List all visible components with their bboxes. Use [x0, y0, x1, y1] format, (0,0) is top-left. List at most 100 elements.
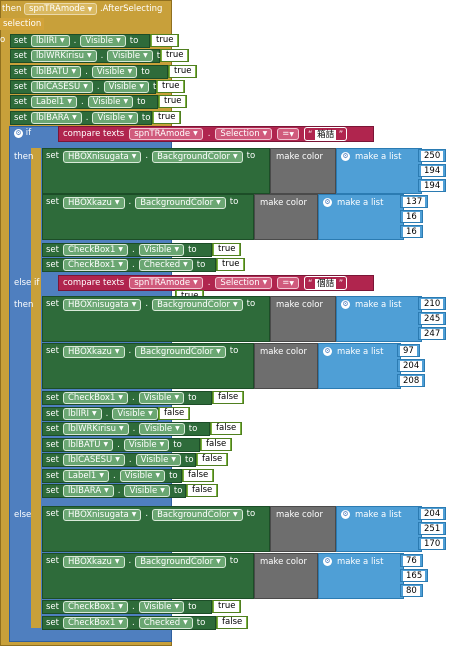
compare-1-component[interactable]: spnTRAmode ▼: [129, 128, 203, 140]
make-color-block[interactable]: make color: [270, 148, 336, 194]
set-lblBATU-visible[interactable]: set lblBATU ▼. Visible ▼ to: [10, 65, 168, 79]
make-a-list-block[interactable]: ⚙ make a list: [336, 148, 422, 194]
set-lblBARA-visible-b2[interactable]: set lblBARA ▼. Visible ▼ to: [42, 484, 186, 498]
property-dropdown[interactable]: Visible ▼: [124, 485, 170, 497]
component-dropdown[interactable]: Label1 ▼: [63, 469, 109, 482]
component-dropdown[interactable]: CheckBox1 ▼: [63, 601, 128, 613]
make-a-list-block[interactable]: ⚙ make a list: [318, 343, 401, 389]
set-checkbox1-visible-b1[interactable]: set CheckBox1 ▼. Visible ▼ to: [42, 243, 212, 257]
property-dropdown[interactable]: Visible ▼: [138, 392, 185, 404]
boolean-value[interactable]: false: [210, 422, 243, 435]
boolean-value[interactable]: false: [186, 484, 219, 497]
component-dropdown[interactable]: lblIRI ▼: [31, 35, 70, 47]
property-dropdown[interactable]: Visible ▼: [119, 469, 166, 482]
color-component-number[interactable]: 251: [418, 522, 447, 535]
property-dropdown[interactable]: Visible ▼: [91, 66, 138, 78]
color-component-number[interactable]: 80: [400, 584, 423, 597]
make-a-list-block[interactable]: ⚙ make a list: [336, 296, 422, 342]
color-component-number[interactable]: 250: [418, 149, 447, 162]
boolean-value[interactable]: true: [158, 95, 188, 108]
property-dropdown[interactable]: Checked ▼: [138, 617, 193, 629]
property-dropdown[interactable]: Visible ▼: [138, 244, 185, 256]
component-dropdown[interactable]: lblIRI ▼: [63, 407, 102, 420]
component-dropdown[interactable]: HBOXnisugata ▼: [63, 299, 142, 311]
color-component-number[interactable]: 204: [418, 507, 447, 520]
component-dropdown[interactable]: lblWRKirisu ▼: [31, 50, 97, 62]
set-checkbox1-visible-b3[interactable]: set CheckBox1 ▼. Visible ▼ to: [42, 600, 212, 614]
set-lblBATU-visible-b2[interactable]: set lblBATU ▼. Visible ▼ to: [42, 437, 200, 452]
color-component-number[interactable]: 137: [400, 195, 429, 208]
component-dropdown[interactable]: lblCASESU ▼: [63, 454, 125, 466]
boolean-value[interactable]: true: [168, 65, 198, 78]
property-dropdown[interactable]: Visible ▼: [123, 438, 170, 451]
color-component-number[interactable]: 16: [400, 225, 423, 238]
property-dropdown[interactable]: BackgroundColor ▼: [135, 197, 226, 209]
make-a-list-block[interactable]: ⚙ make a list: [318, 194, 404, 240]
component-dropdown[interactable]: CheckBox1 ▼: [63, 392, 128, 404]
property-dropdown[interactable]: Visible ▼: [112, 407, 158, 420]
compare-texts-2[interactable]: compare texts spnTRAmode ▼ . Selection ▼ =…: [58, 275, 374, 291]
property-dropdown[interactable]: BackgroundColor ▼: [135, 556, 226, 568]
boolean-value[interactable]: true: [150, 34, 180, 47]
component-dropdown[interactable]: HBOXkazu ▼: [63, 346, 125, 358]
property-dropdown[interactable]: BackgroundColor ▼: [152, 151, 243, 163]
property-dropdown[interactable]: Visible ▼: [80, 35, 126, 47]
make-color-block[interactable]: make color: [270, 506, 336, 552]
set-lblWRKirisu-visible-b2[interactable]: set lblWRKirisu ▼. Visible ▼ to: [42, 422, 210, 436]
boolean-value[interactable]: true: [216, 258, 246, 271]
boolean-value[interactable]: false: [158, 406, 191, 420]
property-dropdown[interactable]: Checked ▼: [138, 259, 193, 271]
make-color-block[interactable]: make color: [270, 296, 336, 342]
component-dropdown[interactable]: CheckBox1 ▼: [63, 259, 128, 271]
property-dropdown[interactable]: Visible ▼: [139, 423, 185, 435]
component-dropdown[interactable]: HBOXnisugata ▼: [63, 509, 142, 521]
boolean-value[interactable]: true: [152, 111, 182, 124]
component-dropdown[interactable]: HBOXnisugata ▼: [63, 151, 142, 163]
property-dropdown[interactable]: Visible ▼: [103, 81, 149, 93]
make-a-list-block[interactable]: ⚙ make a list: [336, 506, 422, 552]
color-component-number[interactable]: 247: [418, 327, 447, 340]
property-dropdown[interactable]: Visible ▼: [138, 601, 185, 613]
component-dropdown[interactable]: CheckBox1 ▼: [63, 244, 128, 256]
set-Label1-visible[interactable]: set Label1 ▼. Visible ▼ to: [10, 95, 158, 109]
event-component-dropdown[interactable]: spnTRAmode ▼: [24, 3, 98, 15]
boolean-value[interactable]: true: [212, 243, 242, 256]
set-lblIRI-visible[interactable]: set lblIRI ▼. Visible ▼ to: [10, 34, 150, 48]
boolean-value[interactable]: true: [160, 49, 190, 62]
gear-icon[interactable]: ⚙: [323, 557, 332, 566]
property-dropdown[interactable]: BackgroundColor ▼: [135, 346, 226, 358]
gear-icon[interactable]: ⚙: [341, 152, 350, 161]
set-lblBARA-visible[interactable]: set lblBARA ▼. Visible ▼ to: [10, 111, 152, 125]
make-color-block[interactable]: make color: [254, 553, 318, 599]
color-component-number[interactable]: 76: [400, 554, 423, 567]
compare-2-text[interactable]: “ 個詰 ”: [303, 276, 348, 290]
gear-icon[interactable]: ⚙: [14, 129, 23, 138]
color-component-number[interactable]: 16: [400, 210, 423, 223]
component-dropdown[interactable]: lblWRKirisu ▼: [63, 423, 129, 435]
color-component-number[interactable]: 208: [397, 374, 426, 387]
compare-1-operator[interactable]: =▼: [277, 128, 299, 140]
gear-icon[interactable]: ⚙: [341, 300, 350, 309]
component-dropdown[interactable]: lblBARA ▼: [63, 485, 114, 497]
boolean-value[interactable]: true: [156, 80, 186, 93]
color-component-number[interactable]: 97: [397, 344, 420, 357]
property-dropdown[interactable]: Visible ▼: [87, 96, 134, 108]
compare-2-component[interactable]: spnTRAmode ▼: [129, 277, 203, 289]
compare-2-property[interactable]: Selection ▼: [215, 277, 273, 289]
component-dropdown[interactable]: lblCASESU ▼: [31, 81, 93, 93]
property-dropdown[interactable]: Visible ▼: [107, 50, 153, 62]
component-dropdown[interactable]: lblBATU ▼: [31, 66, 82, 78]
property-dropdown[interactable]: Visible ▼: [135, 454, 181, 466]
component-dropdown[interactable]: HBOXkazu ▼: [63, 197, 125, 209]
compare-texts-1[interactable]: compare texts spnTRAmode ▼ . Selection ▼ =…: [58, 126, 374, 142]
component-dropdown[interactable]: HBOXkazu ▼: [63, 556, 125, 568]
component-dropdown[interactable]: Label1 ▼: [31, 96, 77, 108]
gear-icon[interactable]: ⚙: [341, 510, 350, 519]
boolean-value[interactable]: false: [212, 391, 245, 404]
set-checkbox1-checked-b1[interactable]: set CheckBox1 ▼. Checked ▼ to: [42, 258, 216, 272]
property-dropdown[interactable]: BackgroundColor ▼: [152, 509, 243, 521]
set-lblCASESU-visible-b2[interactable]: set lblCASESU ▼. Visible ▼ to: [42, 453, 196, 467]
event-param-selection[interactable]: selection: [0, 18, 45, 30]
